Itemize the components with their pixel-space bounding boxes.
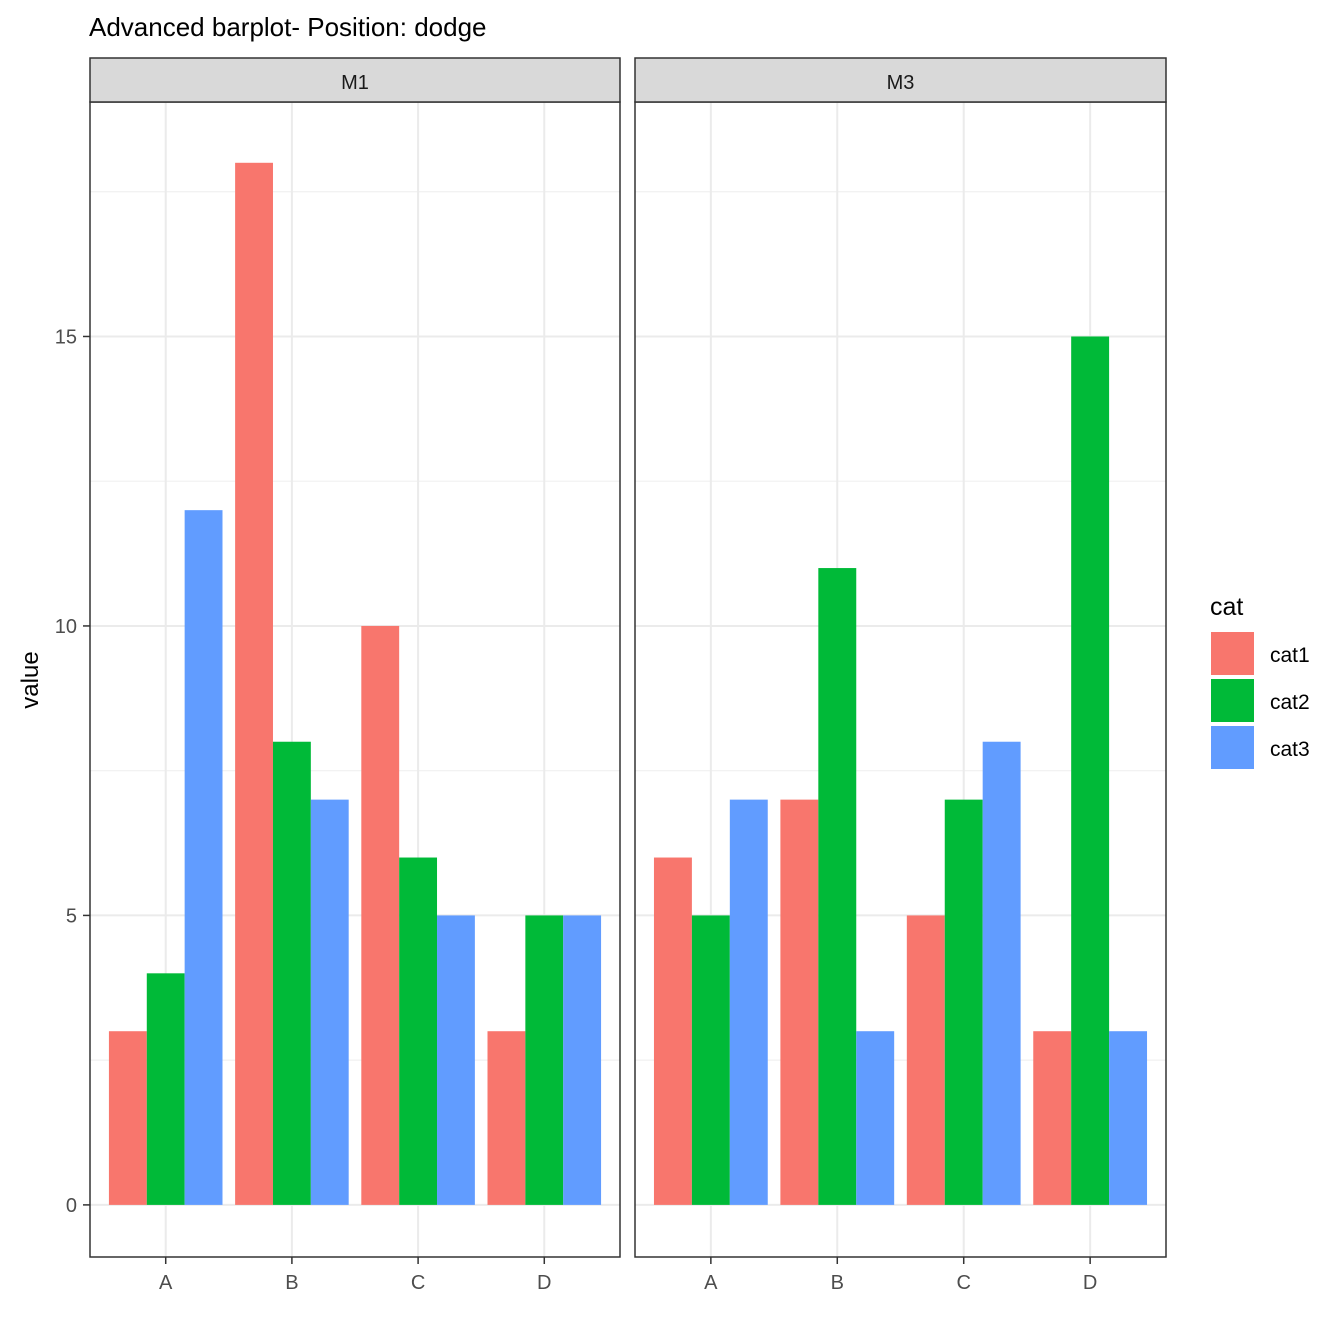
bar-M1-A-cat3: [184, 510, 223, 1205]
bar-M1-C-cat1: [361, 625, 400, 1205]
bar-M3-B-cat1: [780, 799, 819, 1205]
legend-items: cat1 cat2 cat3: [1211, 632, 1310, 769]
bar-M3-C-cat1: [906, 915, 945, 1205]
panel-M3: M3 A B C D: [634, 57, 1167, 1294]
bar-M3-A-cat2: [691, 915, 730, 1205]
legend-title: cat: [1210, 593, 1243, 621]
bar-M1-A-cat1: [108, 1031, 147, 1205]
facet-strip: [89, 57, 621, 103]
bar-M3-C-cat3: [982, 741, 1021, 1205]
bar-M1-B-cat3: [310, 799, 349, 1205]
panel-M1: M1 A B C D 0 5 10 15: [55, 57, 621, 1294]
facet-strip-label: M1: [341, 72, 369, 94]
x-tick-label: D: [537, 1272, 551, 1294]
y-axis-label: value: [17, 651, 44, 708]
legend-label-cat3: cat3: [1270, 738, 1310, 761]
x-tick-label: B: [285, 1272, 298, 1294]
bar-M3-B-cat2: [818, 568, 857, 1205]
legend-key-cat2: [1211, 679, 1254, 722]
bar-M3-D-cat1: [1033, 1031, 1072, 1205]
x-tick-label: B: [831, 1272, 844, 1294]
chart-title: Advanced barplot- Position: dodge: [89, 12, 487, 42]
y-tick-label: 10: [55, 616, 77, 638]
x-tick-label: D: [1083, 1272, 1097, 1294]
bar-M1-B-cat2: [272, 741, 311, 1205]
bar-M3-D-cat2: [1071, 336, 1110, 1205]
bar-M3-B-cat3: [856, 1031, 895, 1205]
legend-key-cat1: [1211, 632, 1254, 675]
legend-label-cat1: cat1: [1270, 644, 1310, 667]
y-tick-label: 0: [66, 1195, 77, 1217]
panels-layer: M1 A B C D 0 5 10 15 M3 A B C D: [55, 57, 1167, 1294]
bar-M1-B-cat1: [235, 162, 273, 1205]
x-tick-label: C: [411, 1272, 425, 1294]
bar-M1-A-cat2: [146, 973, 185, 1205]
legend: cat cat1 cat2 cat3: [1210, 593, 1310, 769]
x-tick-label: C: [956, 1272, 970, 1294]
facet-strip-label: M3: [887, 72, 915, 94]
bar-M1-C-cat3: [437, 915, 475, 1205]
bar-M1-D-cat3: [563, 915, 602, 1205]
legend-label-cat2: cat2: [1270, 691, 1310, 714]
bar-M3-C-cat2: [944, 799, 983, 1205]
bar-M3-A-cat1: [653, 857, 692, 1205]
x-tick-label: A: [159, 1272, 173, 1294]
bar-M1-D-cat1: [487, 1031, 526, 1205]
y-tick-label: 5: [66, 905, 77, 927]
bar-M3-D-cat3: [1109, 1031, 1148, 1205]
bar-M1-C-cat2: [399, 857, 438, 1205]
facet-strip: [634, 57, 1167, 103]
y-tick-label: 15: [55, 326, 77, 348]
legend-key-cat3: [1211, 726, 1254, 769]
x-tick-label: A: [704, 1272, 718, 1294]
bar-M1-D-cat2: [525, 915, 564, 1205]
bar-M3-A-cat3: [729, 799, 768, 1205]
